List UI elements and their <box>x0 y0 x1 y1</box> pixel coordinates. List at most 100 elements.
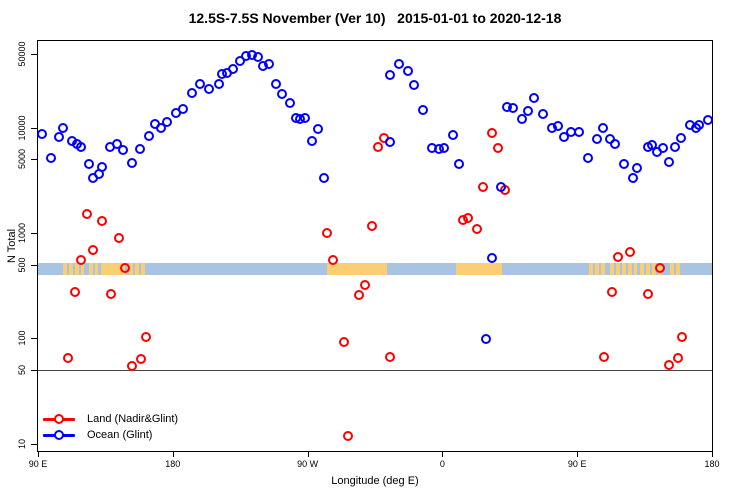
legend-label-land: Land (Nadir&Glint) <box>87 413 179 425</box>
ocean-data-point <box>675 132 686 143</box>
ocean-data-point <box>194 78 205 89</box>
ocean-data-point <box>591 134 602 145</box>
land-data-point <box>119 263 130 274</box>
ocean-data-point <box>453 159 464 170</box>
ocean-data-point <box>313 124 324 135</box>
legend: Land (Nadir&Glint) Ocean (Glint) <box>41 411 178 443</box>
x-axis-tick-label: 90 W <box>297 459 319 469</box>
plot-area: N Total Longitude (deg E) Land (Nadir&Gl… <box>6 40 720 487</box>
ocean-data-point <box>271 78 282 89</box>
land-data-point <box>62 353 73 364</box>
ocean-data-point <box>178 104 189 115</box>
land-data-point <box>492 143 503 154</box>
ocean-data-point <box>384 137 395 148</box>
ocean-data-point <box>573 126 584 137</box>
map-band-land-segment <box>589 263 608 275</box>
y-axis-tick <box>31 338 38 340</box>
ocean-data-point <box>143 131 154 142</box>
ocean-data-point <box>402 66 413 77</box>
ocean-data-point <box>76 141 87 152</box>
land-data-point <box>599 351 610 362</box>
ocean-data-point <box>227 64 238 75</box>
land-data-point <box>606 287 617 298</box>
ocean-data-point <box>609 138 620 149</box>
land-data-point <box>70 287 81 298</box>
map-band-land-segment <box>129 263 148 275</box>
land-data-point <box>127 360 138 371</box>
land-data-point <box>486 128 497 138</box>
ocean-data-point <box>627 173 638 184</box>
reference-line-50 <box>38 370 712 372</box>
land-data-point <box>359 279 370 290</box>
ocean-data-point <box>618 159 629 170</box>
y-axis-tick-label: 5000 <box>17 149 27 170</box>
ocean-data-point <box>58 122 69 133</box>
y-axis-tick <box>31 264 38 266</box>
x-axis-tick-label: 90 E <box>28 459 48 469</box>
x-axis-tick <box>172 451 174 457</box>
ocean-data-point <box>299 112 310 123</box>
land-data-point <box>672 353 683 364</box>
ocean-data-point <box>214 78 225 89</box>
map-band-land-segment <box>610 263 638 275</box>
ocean-data-point <box>307 135 318 146</box>
y-axis-tick-label: 10 <box>17 438 27 449</box>
ocean-data-point <box>319 173 330 184</box>
ocean-data-point <box>118 145 129 156</box>
ocean-data-point <box>417 105 428 116</box>
legend-item-ocean: Ocean (Glint) <box>41 427 178 443</box>
land-data-point <box>384 352 395 363</box>
ocean-data-point <box>507 102 518 113</box>
land-data-point <box>88 245 99 256</box>
ocean-data-point <box>516 113 527 124</box>
ocean-data-point <box>537 108 548 119</box>
y-axis-tick-label: 50 <box>17 365 27 376</box>
ocean-data-point <box>702 115 713 126</box>
land-data-point <box>82 208 93 219</box>
ocean-data-point <box>447 130 458 141</box>
ocean-data-point <box>46 153 57 164</box>
ocean-data-point <box>53 132 64 143</box>
ocean-data-point <box>552 120 563 131</box>
ocean-data-point <box>558 131 569 142</box>
map-band-land-segment <box>455 263 503 275</box>
legend-label-ocean: Ocean (Glint) <box>87 429 153 441</box>
y-axis-tick-label: 50000 <box>17 41 27 67</box>
ocean-data-point <box>155 123 166 134</box>
land-data-point <box>642 289 653 300</box>
x-axis-tick <box>577 451 579 457</box>
ocean-data-point <box>632 163 643 174</box>
ocean-data-point <box>134 143 145 154</box>
map-band-land-segment <box>670 263 683 275</box>
land-data-point <box>612 252 623 263</box>
x-axis-tick <box>307 451 309 457</box>
land-data-point <box>113 232 124 243</box>
ocean-data-point <box>83 159 94 170</box>
land-data-point <box>322 228 333 239</box>
y-axis-tick <box>31 54 38 55</box>
land-data-point <box>328 254 339 265</box>
land-data-point <box>136 353 147 364</box>
ocean-data-point <box>187 88 198 99</box>
ocean-data-point <box>203 83 214 94</box>
map-band-land-segment <box>63 263 85 275</box>
land-data-point <box>677 332 688 343</box>
land-data-point <box>462 212 473 223</box>
y-axis-tick-label: 100 <box>17 330 27 346</box>
ocean-data-point <box>528 93 539 104</box>
land-data-point <box>106 288 117 299</box>
ocean-data-point <box>669 141 680 152</box>
land-data-point <box>477 181 488 192</box>
legend-item-land: Land (Nadir&Glint) <box>41 411 178 427</box>
x-axis-tick-label: 0 <box>439 459 445 469</box>
ocean-data-point <box>522 105 533 116</box>
ocean-legend-marker-icon <box>41 429 77 441</box>
ocean-data-point <box>384 70 395 80</box>
x-axis-title: Longitude (deg E) <box>331 475 419 487</box>
ocean-data-point <box>393 58 404 69</box>
x-axis-tick-label: 180 <box>165 459 181 469</box>
x-axis-tick <box>712 451 713 457</box>
ocean-data-point <box>597 123 608 134</box>
y-axis-tick <box>31 443 38 445</box>
